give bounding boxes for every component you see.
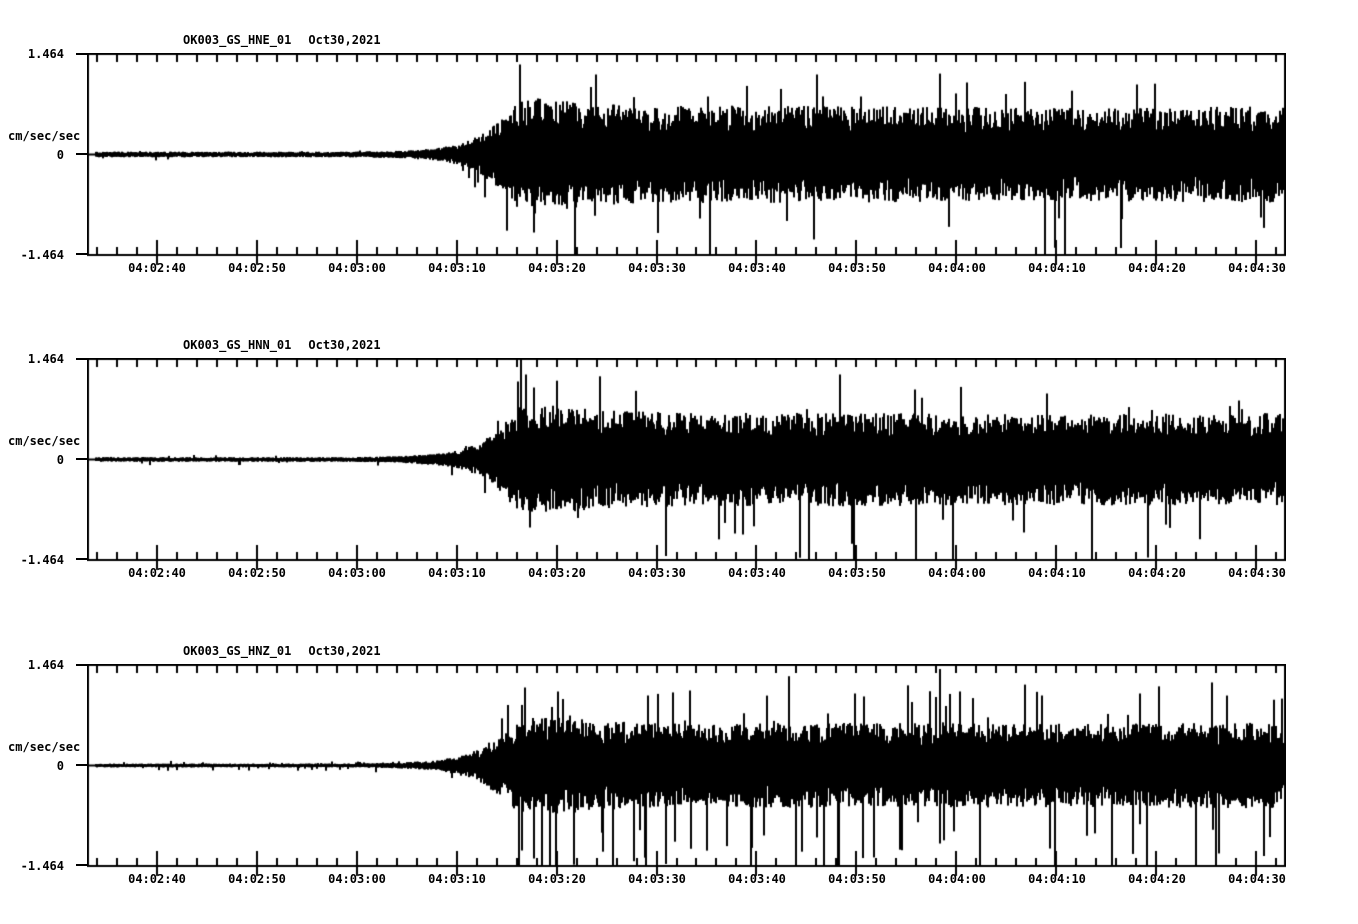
x-tick-label: 04:03:50 [828, 872, 886, 886]
y-axis-tick-zero [76, 764, 87, 766]
x-tick-label: 04:04:10 [1028, 566, 1086, 580]
x-tick-label: 04:02:50 [228, 566, 286, 580]
y-tick-label-max: 1.464 [27, 658, 64, 672]
x-axis-labels: 04:02:40 04:02:50 04:03:00 04:03:10 04:0… [87, 872, 1286, 888]
y-tick-label-zero: 0 [56, 148, 64, 162]
y-axis-tick-max [76, 53, 87, 55]
date-label: Oct30,2021 [308, 33, 381, 47]
plot-title: OK003_GS_HNN_01 Oct30,2021 [183, 338, 381, 352]
x-tick-label: 04:02:40 [128, 566, 186, 580]
x-tick-label: 04:03:40 [728, 872, 786, 886]
x-tick-label: 04:04:20 [1128, 261, 1186, 275]
x-tick-label: 04:04:30 [1228, 566, 1286, 580]
x-tick-label: 04:04:10 [1028, 261, 1086, 275]
x-tick-label: 04:04:00 [928, 261, 986, 275]
y-axis-unit-label: cm/sec/sec [8, 740, 81, 754]
x-tick-label: 04:03:40 [728, 566, 786, 580]
x-tick-label: 04:03:10 [428, 872, 486, 886]
y-tick-label-min: -1.464 [20, 859, 64, 873]
x-axis-labels: 04:02:40 04:02:50 04:03:00 04:03:10 04:0… [87, 566, 1286, 582]
y-axis-tick-max [76, 664, 87, 666]
x-tick-label: 04:03:00 [328, 566, 386, 580]
x-tick-label: 04:03:20 [528, 261, 586, 275]
date-label: Oct30,2021 [308, 338, 381, 352]
station-channel-label: OK003_GS_HNE_01 [183, 33, 292, 47]
y-tick-label-min: -1.464 [20, 553, 64, 567]
x-tick-label: 04:04:20 [1128, 566, 1186, 580]
date-label: Oct30,2021 [308, 644, 381, 658]
x-tick-label: 04:04:10 [1028, 872, 1086, 886]
y-axis-tick-min [76, 253, 87, 255]
y-axis-tick-min [76, 558, 87, 560]
x-tick-label: 04:03:30 [628, 261, 686, 275]
x-tick-label: 04:03:30 [628, 566, 686, 580]
x-tick-label: 04:02:40 [128, 872, 186, 886]
x-tick-label: 04:04:00 [928, 872, 986, 886]
x-tick-label: 04:03:20 [528, 872, 586, 886]
seismogram-trace-canvas-hnz [87, 664, 1286, 877]
y-tick-label-zero: 0 [56, 759, 64, 773]
x-tick-label: 04:03:50 [828, 566, 886, 580]
x-tick-label: 04:03:00 [328, 261, 386, 275]
station-channel-label: OK003_GS_HNZ_01 [183, 644, 292, 658]
x-tick-label: 04:04:30 [1228, 261, 1286, 275]
x-tick-label: 04:04:00 [928, 566, 986, 580]
y-axis-unit-label: cm/sec/sec [8, 434, 81, 448]
plot-title: OK003_GS_HNE_01 Oct30,2021 [183, 33, 381, 47]
x-tick-label: 04:03:10 [428, 261, 486, 275]
y-tick-label-max: 1.464 [27, 47, 64, 61]
x-tick-label: 04:03:10 [428, 566, 486, 580]
y-axis-tick-min [76, 864, 87, 866]
x-tick-label: 04:04:20 [1128, 872, 1186, 886]
x-axis-labels: 04:02:40 04:02:50 04:03:00 04:03:10 04:0… [87, 261, 1286, 277]
x-tick-label: 04:03:50 [828, 261, 886, 275]
x-tick-label: 04:03:40 [728, 261, 786, 275]
x-tick-label: 04:02:50 [228, 872, 286, 886]
x-tick-label: 04:04:30 [1228, 872, 1286, 886]
x-tick-label: 04:02:50 [228, 261, 286, 275]
y-tick-label-min: -1.464 [20, 248, 64, 262]
x-tick-label: 04:03:00 [328, 872, 386, 886]
seismogram-trace-canvas-hnn [87, 358, 1286, 571]
x-tick-label: 04:03:20 [528, 566, 586, 580]
seismogram-trace-canvas-hne [87, 53, 1286, 266]
y-axis-tick-zero [76, 458, 87, 460]
station-channel-label: OK003_GS_HNN_01 [183, 338, 292, 352]
y-axis-unit-label: cm/sec/sec [8, 129, 81, 143]
plot-title: OK003_GS_HNZ_01 Oct30,2021 [183, 644, 381, 658]
y-axis-tick-zero [76, 153, 87, 155]
y-tick-label-max: 1.464 [27, 352, 64, 366]
x-tick-label: 04:02:40 [128, 261, 186, 275]
y-axis-tick-max [76, 358, 87, 360]
x-tick-label: 04:03:30 [628, 872, 686, 886]
y-tick-label-zero: 0 [56, 453, 64, 467]
